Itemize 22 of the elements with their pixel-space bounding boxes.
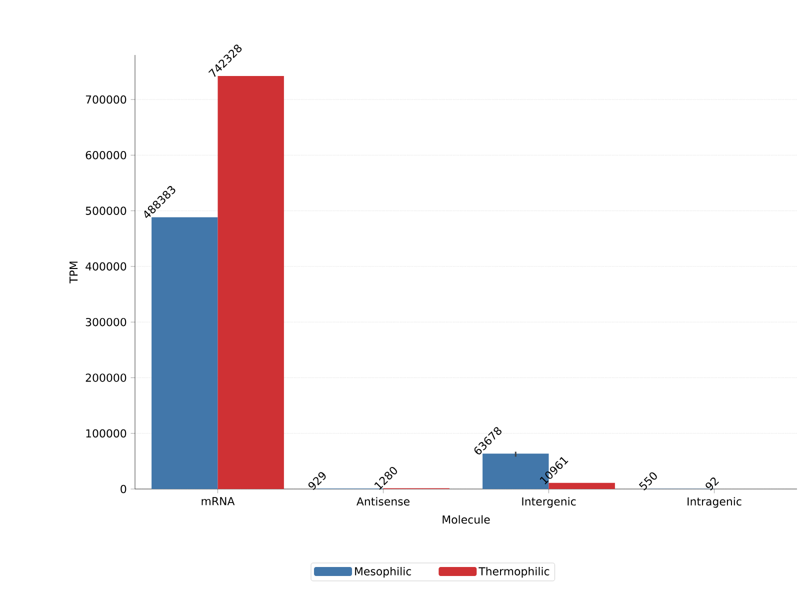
y-tick-label: 700000 [86, 95, 126, 104]
y-tick-label: 100000 [86, 429, 126, 438]
legend-label: Thermophilic [478, 566, 550, 578]
x-tick-label: Intergenic [522, 497, 576, 508]
data-label: 929 [308, 472, 326, 490]
x-tick-label: mRNA [202, 497, 235, 506]
y-tick-label: 200000 [86, 374, 126, 382]
x-axis-title: Molecule [442, 515, 490, 524]
y-tick-label: 500000 [86, 206, 126, 215]
data-label: 550 [638, 472, 657, 490]
y-tick-label: 400000 [86, 262, 126, 271]
y-tick-label: 600000 [86, 151, 126, 160]
bar [152, 217, 218, 489]
x-tick-label: Intragenic [688, 497, 742, 508]
data-label: 92 [706, 478, 719, 490]
x-tick-label: Antisense [356, 497, 410, 506]
y-axis-title: TPM [70, 262, 78, 284]
y-tick-label: 300000 [86, 318, 126, 326]
bar [218, 76, 284, 489]
legend-label: Mesophilic [355, 566, 412, 578]
bar [548, 482, 615, 489]
y-tick-label: 0 [120, 484, 126, 494]
